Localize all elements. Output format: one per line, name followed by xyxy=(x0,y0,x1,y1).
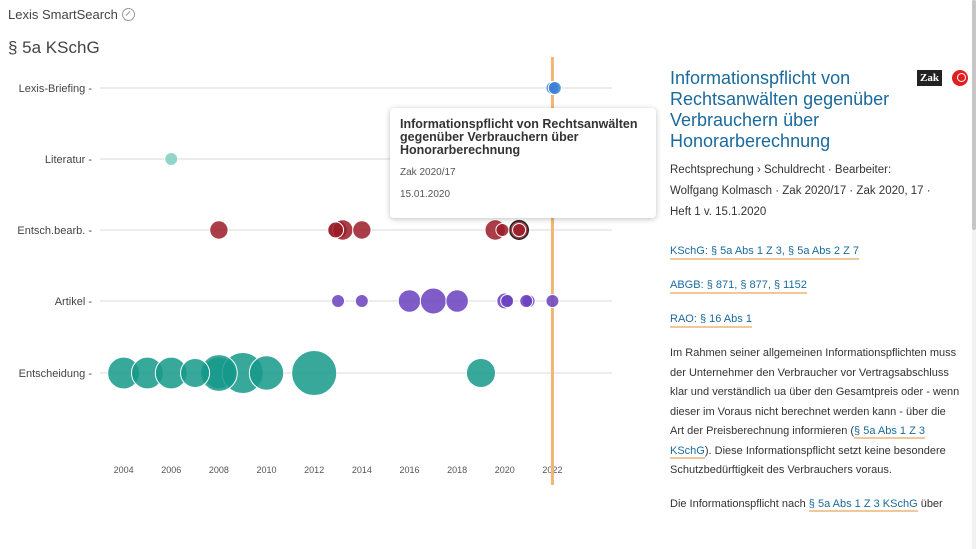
category-label: Literatur - xyxy=(45,154,92,166)
publisher-logo-icon xyxy=(951,70,968,86)
data-point xyxy=(545,294,560,308)
meta-line-1: Rechtsprechung › Schuldrecht · Bearbeite… xyxy=(670,164,892,176)
data-point xyxy=(248,355,285,391)
norm-rao-link[interactable]: § 16 Abs 1 xyxy=(699,313,752,325)
inline-norm-link[interactable]: § 5a Abs 1 Z 3 KSchG xyxy=(670,425,925,459)
data-point xyxy=(291,349,338,397)
x-tick-label: 2008 xyxy=(209,465,229,475)
app-title[interactable]: Lexis SmartSearch xyxy=(8,7,135,22)
norm-references: KSchG: § 5a Abs 1 Z 3, § 5a Abs 2 Z 7 AB… xyxy=(670,241,960,328)
x-tick-label: 2004 xyxy=(114,465,134,475)
x-tick-label: 2012 xyxy=(304,465,324,475)
page-title: § 5a KSchG xyxy=(8,38,100,57)
summary-text: Die Informationspflicht nach xyxy=(670,497,809,510)
tooltip-title: Informationspflicht von Rechtsanwälten g… xyxy=(400,117,638,157)
data-point xyxy=(445,289,469,313)
scrollbar-thumb[interactable] xyxy=(972,0,976,230)
norm-kschg-prefix: KSchG: xyxy=(670,245,711,257)
norm-abgb-prefix: ABGB: xyxy=(670,279,707,291)
scrollbar[interactable] xyxy=(972,0,976,549)
inline-norm-link[interactable]: § 5a Abs 1 Z 3 KSchG xyxy=(808,497,918,512)
category-label: Entscheidung - xyxy=(19,368,93,380)
data-point xyxy=(495,223,510,237)
norm-separator: , xyxy=(767,279,774,291)
meta-line-3: Heft 1 v. 15.1.2020 xyxy=(670,206,767,218)
data-point xyxy=(500,294,515,308)
app-title-text: Lexis SmartSearch xyxy=(8,7,118,22)
data-point xyxy=(354,294,369,308)
norm-abgb[interactable]: ABGB: § 871, § 877, § 1152 xyxy=(670,279,807,294)
document-meta: Rechtsprechung › Schuldrecht · Bearbeite… xyxy=(670,160,960,223)
norm-rao-prefix: RAO: xyxy=(670,313,700,325)
category-label: Artikel - xyxy=(55,296,93,308)
norm-row-abgb: ABGB: § 871, § 877, § 1152 xyxy=(670,275,960,294)
norm-separator: , xyxy=(734,279,741,291)
summary-paragraph-2: Die Informationspflicht nach § 5a Abs 1 … xyxy=(670,495,960,515)
data-point xyxy=(180,357,211,389)
meta-line-2: Wolfgang Kolmasch · Zak 2020/17 · Zak 20… xyxy=(670,185,931,197)
document-panel: Informationspflicht von Rechtsanwälten g… xyxy=(670,68,960,514)
x-tick-label: 2020 xyxy=(495,465,515,475)
chart-tooltip: Informationspflicht von Rechtsanwälten g… xyxy=(390,108,656,218)
document-title[interactable]: Informationspflicht von Rechtsanwälten g… xyxy=(670,68,890,151)
external-link-icon[interactable] xyxy=(121,8,135,21)
norm-row-rao: RAO: § 16 Abs 1 xyxy=(670,309,960,328)
data-point xyxy=(327,221,345,239)
norm-row-kschg: KSchG: § 5a Abs 1 Z 3, § 5a Abs 2 Z 7 xyxy=(670,241,960,260)
norm-abgb-link-1[interactable]: § 871 xyxy=(706,279,735,291)
norm-kschg-link-2[interactable]: § 5a Abs 2 Z 7 xyxy=(788,245,859,257)
category-label: Lexis-Briefing - xyxy=(19,83,93,95)
category-label: Entsch.bearb. - xyxy=(17,225,92,237)
tooltip-source: Zak 2020/17 xyxy=(400,167,456,178)
data-point xyxy=(547,81,562,95)
norm-kschg[interactable]: KSchG: § 5a Abs 1 Z 3, § 5a Abs 2 Z 7 xyxy=(670,245,859,260)
x-tick-label: 2016 xyxy=(399,465,419,475)
data-point xyxy=(209,220,229,240)
summary-text: ). Diese Informationspflicht setzt keine… xyxy=(670,444,946,477)
x-tick-label: 2018 xyxy=(447,465,467,475)
norm-rao[interactable]: RAO: § 16 Abs 1 xyxy=(670,313,752,328)
publication-logos: Zak xyxy=(917,70,968,86)
data-point xyxy=(465,357,496,389)
data-point xyxy=(512,223,527,237)
summary-text: Im Rahmen seiner allgemeinen Information… xyxy=(670,347,960,437)
x-tick-label: 2006 xyxy=(161,465,181,475)
x-tick-label: 2010 xyxy=(257,465,277,475)
data-point xyxy=(331,294,346,308)
data-point xyxy=(352,220,372,240)
tooltip-date: 15.01.2020 xyxy=(400,189,451,200)
data-point xyxy=(419,287,447,315)
summary-text: über xyxy=(917,497,943,510)
data-point xyxy=(397,289,422,313)
x-tick-label: 2014 xyxy=(352,465,372,475)
norm-abgb-link-2[interactable]: § 877 xyxy=(740,279,768,291)
norm-kschg-link-1[interactable]: § 5a Abs 1 Z 3 xyxy=(710,245,782,257)
data-point xyxy=(164,152,179,166)
summary-paragraph-1: Im Rahmen seiner allgemeinen Information… xyxy=(670,344,960,481)
zak-logo: Zak xyxy=(917,70,942,86)
data-point xyxy=(519,294,534,308)
norm-separator: , xyxy=(781,245,789,257)
norm-abgb-link-3[interactable]: § 1152 xyxy=(774,279,807,291)
